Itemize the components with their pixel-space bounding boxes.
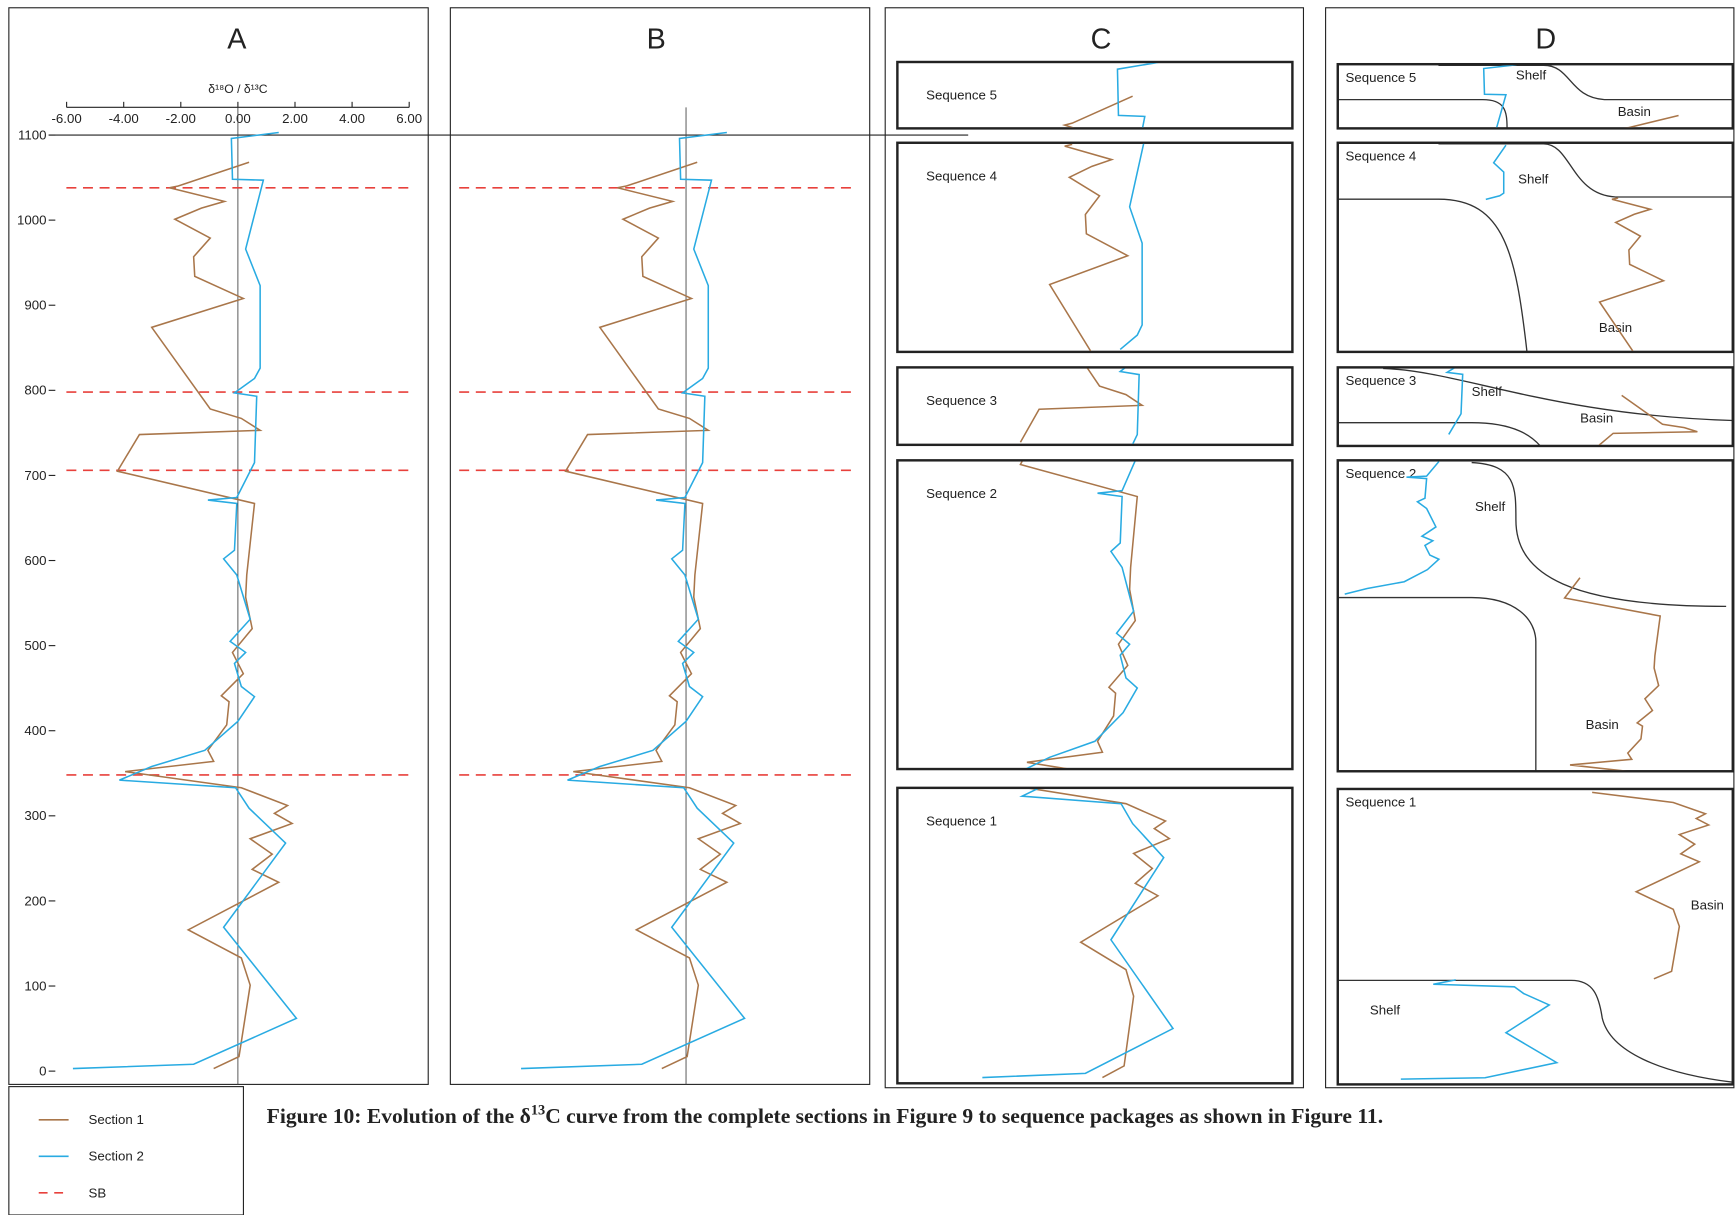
sequence-label: Sequence 2: [926, 486, 997, 501]
panel-title: D: [1535, 24, 1556, 56]
x-tick-label: 6.00: [396, 111, 422, 126]
line-section-1: [1065, 96, 1133, 140]
panel-title: B: [647, 24, 666, 56]
line-section-2: [1120, 138, 1145, 349]
y-tick-label: 1000: [17, 213, 47, 228]
line-section-2: [521, 132, 745, 1068]
line-section-1: [1020, 312, 1142, 442]
shelf-basin-boundaries: [1338, 65, 1733, 1082]
shelf-label: Shelf: [1472, 384, 1503, 399]
caption-text: C curve from the complete sections in Fi…: [545, 1104, 1383, 1128]
x-tick-label: 2.00: [282, 111, 308, 126]
panel-frame: [1326, 8, 1734, 1088]
legend-label: SB: [89, 1185, 107, 1200]
sequence-label: Sequence 4: [926, 168, 997, 183]
y-tick-label: 400: [24, 723, 46, 738]
line-section-1: [1565, 578, 1661, 774]
line-section-2: [1120, 358, 1139, 466]
sequence-box: [897, 788, 1292, 1083]
y-tick-label: 0: [39, 1064, 46, 1079]
sequence-box: [1338, 789, 1733, 1084]
line-section-2: [1401, 980, 1557, 1079]
line-section-1: [1050, 144, 1128, 365]
line-section-1: [1027, 788, 1169, 1078]
sequence-label: Sequence 4: [1346, 148, 1417, 163]
line-section-1: [117, 162, 292, 1068]
basin-label: Basin: [1691, 898, 1724, 913]
figure: A B C D δ¹⁸O / δ¹³C Figure 10: Evolution…: [0, 0, 1735, 1215]
sequence-label: Sequence 3: [1346, 373, 1417, 388]
line-section-2: [73, 132, 297, 1068]
y-tick-label: 500: [24, 638, 46, 653]
line-section-1: [1592, 792, 1709, 978]
x-tick-label: -2.00: [166, 111, 196, 126]
x-axis-label: δ¹⁸O / δ¹³C: [208, 82, 267, 96]
sequence-box: [897, 460, 1292, 769]
panel-frame: [9, 8, 428, 1085]
line-section-2: [1447, 364, 1463, 435]
line-section-1: [1600, 198, 1664, 362]
line-section-1: [566, 162, 741, 1068]
legend-label: Section 1: [89, 1112, 144, 1127]
panel-title: A: [227, 24, 247, 56]
sequence-label: Sequence 1: [926, 813, 997, 828]
line-section-2: [1345, 462, 1439, 595]
sequence-label: Sequence 1: [1346, 795, 1417, 810]
basin-label: Basin: [1580, 411, 1613, 426]
y-tick-label: 1100: [18, 127, 47, 142]
line-section-2: [1486, 145, 1506, 199]
x-tick-label: 4.00: [339, 111, 365, 126]
y-tick-label: 300: [24, 808, 46, 823]
y-tick-label: 200: [24, 893, 46, 908]
y-tick-label: 100: [24, 978, 46, 993]
line-section-2: [982, 783, 1173, 1078]
caption-superscript: 13: [531, 1102, 545, 1118]
panel-frame: [450, 8, 869, 1085]
y-tick-label: 900: [24, 298, 46, 313]
sequence-label: Sequence 5: [1346, 70, 1417, 85]
legend-label: Section 2: [89, 1149, 144, 1164]
line-section-2: [1022, 456, 1137, 771]
y-tick-label: 800: [24, 383, 46, 398]
caption-text: Figure 10: Evolution of the δ: [267, 1104, 531, 1128]
shelf-label: Shelf: [1516, 68, 1547, 83]
boundary: [1338, 463, 1726, 772]
shelf-label: Shelf: [1370, 1003, 1401, 1018]
y-tick-label: 700: [24, 468, 46, 483]
basin-label: Basin: [1599, 320, 1632, 335]
shelf-label: Shelf: [1518, 172, 1549, 187]
sequence-label: Sequence 3: [926, 393, 997, 408]
y-tick-label: 600: [24, 553, 46, 568]
basin-label: Basin: [1586, 717, 1619, 732]
sequence-label: Sequence 2: [1346, 466, 1417, 481]
basin-label: Basin: [1618, 104, 1651, 119]
x-tick-label: -4.00: [109, 111, 139, 126]
shelf-label: Shelf: [1475, 499, 1506, 514]
caption: Figure 10: Evolution of the δ13C curve f…: [267, 1102, 1383, 1128]
line-section-2: [1484, 65, 1517, 138]
x-tick-label: -6.00: [51, 111, 81, 126]
panel-title: C: [1091, 24, 1112, 56]
sequence-label: Sequence 5: [926, 88, 997, 103]
line-section-1: [1020, 428, 1137, 778]
